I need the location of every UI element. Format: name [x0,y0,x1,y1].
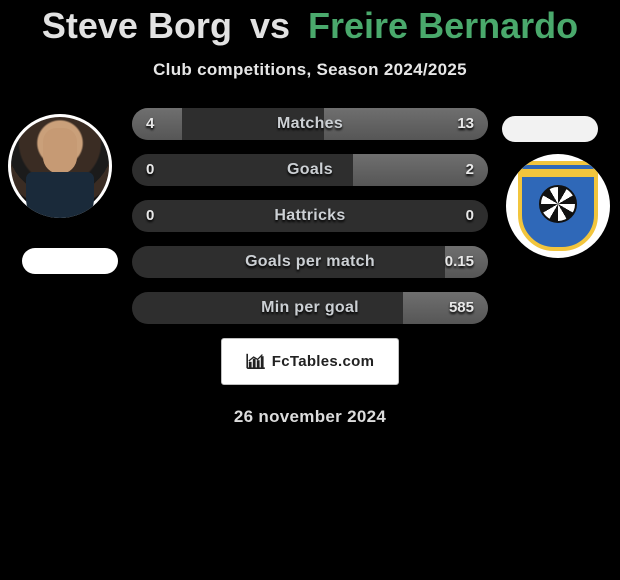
player2-flag [502,116,598,142]
stat-pill: 585Min per goal [132,292,488,324]
stat-pill: 413Matches [132,108,488,140]
stat-label: Goals [132,154,488,186]
stat-pill-column: 413Matches 02Goals 00Hattricks 0.15Goals pe… [132,108,488,324]
player1-flag [22,248,118,274]
player1-avatar [8,114,112,218]
stat-pill: 02Goals [132,154,488,186]
stat-pill: 0.15Goals per match [132,246,488,278]
watermark-text: FcTables.com [272,353,375,370]
subtitle: Club competitions, Season 2024/2025 [0,60,620,80]
title-vs: vs [250,5,290,46]
crest-shield [518,161,598,251]
title-player2: Freire Bernardo [308,5,578,46]
stat-label: Matches [132,108,488,140]
stat-label: Hattricks [132,200,488,232]
stat-pill: 00Hattricks [132,200,488,232]
watermark-box: FcTables.com [221,338,399,385]
stat-label: Goals per match [132,246,488,278]
title-player1: Steve Borg [42,5,232,46]
footer-date: 26 november 2024 [0,407,620,427]
player2-crest [506,154,610,258]
page-title: Steve Borg vs Freire Bernardo [0,6,620,46]
watermark-chart-icon [246,353,266,369]
stat-label: Min per goal [132,292,488,324]
comparison-stage: 413Matches 02Goals 00Hattricks 0.15Goals pe… [0,108,620,427]
